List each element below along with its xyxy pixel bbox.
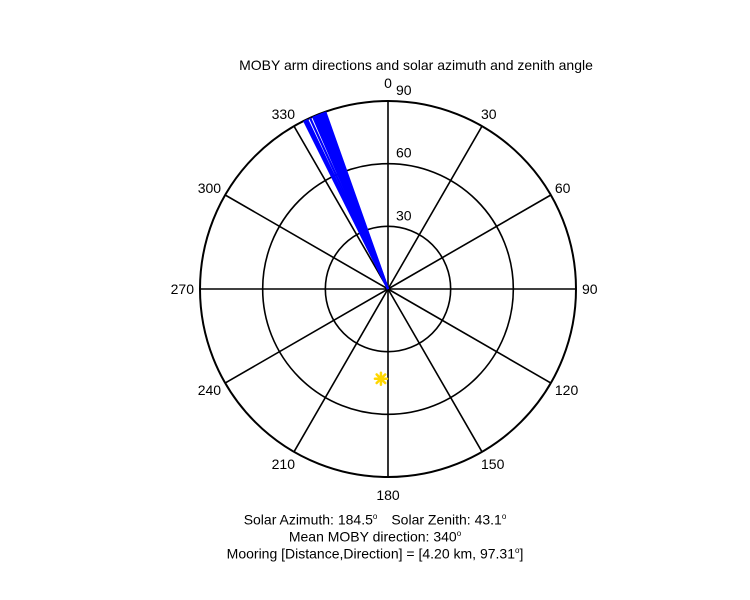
spoke-330 [293,125,389,290]
angle-label-150: 150 [481,456,505,472]
solar-azimuth-degree: o [372,512,378,521]
angle-label-30: 30 [481,106,497,122]
ring-30 [324,225,452,353]
radial-label-60: 60 [396,145,412,161]
arm-line-12 [324,111,390,290]
mooring-text: Mooring [Distance,Direction] = [4.20 km,… [226,545,515,562]
angle-label-330: 330 [272,106,296,122]
spoke-150 [387,288,483,453]
angle-label-90: 90 [582,281,598,297]
spoke-210 [293,288,389,453]
polar-tick-labels: 0 30 60 90 120 150 180 210 240 270 300 330 30 60 90 [171,75,598,503]
mooring-suffix: ] [519,545,524,562]
solar-zenith-degree: o [501,512,507,521]
angle-label-60: 60 [555,180,571,196]
ring-60 [261,162,515,416]
angle-label-0: 0 [384,75,392,91]
solar-azimuth-text: Solar Azimuth: 184.5 [243,511,373,528]
mean-direction-degree: o [456,529,462,538]
sun-position [373,371,389,386]
spoke-30 [387,125,483,290]
solar-zenith-text: Solar Zenith: 43.1 [391,511,502,528]
spoke-120 [387,288,552,384]
mooring-caption: Mooring [Distance,Direction] = [4.20 km,… [0,542,750,563]
ring-90 [199,100,577,478]
angle-label-300: 300 [198,180,222,196]
polar-grid [199,100,577,478]
angle-label-210: 210 [272,456,296,472]
angle-label-240: 240 [198,382,222,398]
mean-direction-caption: Mean MOBY direction: 340o [0,525,750,546]
chart-title: MOBY arm directions and solar azimuth an… [239,57,593,73]
angle-label-180: 180 [376,487,400,503]
radial-label-90: 90 [396,82,412,98]
solar-angles-caption: Solar Azimuth: 184.5o Solar Zenith: 43.1o [0,508,750,529]
mooring-degree: o [514,546,520,555]
radial-label-30: 30 [396,207,412,223]
moby-arm-directions [303,111,390,290]
sun-marker [377,375,384,382]
mean-direction-text: Mean MOBY direction: 340 [288,528,457,545]
spoke-60 [387,194,552,290]
angle-label-120: 120 [555,382,579,398]
angle-label-270: 270 [171,281,195,297]
spoke-300 [224,194,389,290]
spoke-240 [224,288,389,384]
